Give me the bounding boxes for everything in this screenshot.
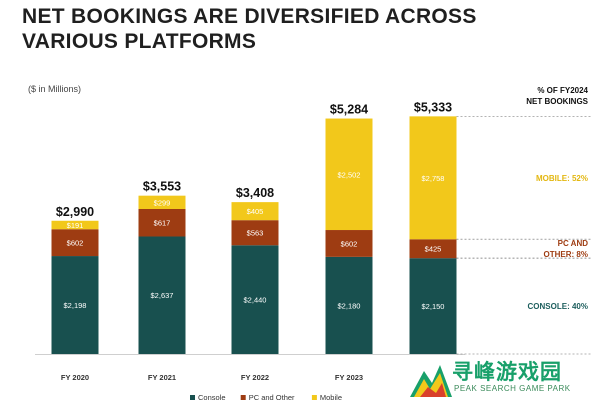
bar-pc-and-other — [138, 208, 186, 237]
bar-mobile — [325, 118, 373, 231]
data-label: $617 — [154, 219, 171, 228]
total-label: $5,284 — [330, 103, 368, 117]
annotation-label: MOBILE: 52% — [536, 174, 588, 183]
x-tick-label: FY 2021 — [148, 373, 176, 382]
data-label: $2,637 — [151, 291, 174, 300]
annotation-header: % OF FY2024 — [537, 86, 588, 95]
legend-label: PC and Other — [249, 393, 295, 402]
x-tick-label: FY 2023 — [335, 373, 363, 382]
bar-mobile — [138, 195, 186, 209]
bar-console — [409, 258, 457, 354]
data-label: $2,758 — [422, 174, 445, 183]
legend-swatch — [240, 395, 246, 400]
bar-pc-and-other — [231, 220, 279, 246]
total-label: $2,990 — [56, 205, 94, 219]
data-label: $602 — [67, 239, 84, 248]
legend-label: Console — [198, 393, 226, 402]
bar-pc-and-other — [51, 229, 99, 257]
bar-mobile — [51, 220, 99, 230]
bar-mobile — [409, 116, 457, 240]
total-label: $3,408 — [236, 186, 274, 200]
data-label: $425 — [425, 245, 442, 254]
mountain-logo-icon — [410, 365, 452, 397]
bar-pc-and-other — [325, 230, 373, 257]
data-label: $2,502 — [338, 170, 361, 179]
data-label: $2,198 — [64, 301, 87, 310]
data-label: $2,180 — [338, 301, 361, 310]
annotation-header: NET BOOKINGS — [526, 97, 588, 106]
annotation-label: CONSOLE: 40% — [528, 302, 588, 311]
annotation-label: OTHER: 8% — [544, 250, 588, 259]
x-tick-label: FY 2020 — [61, 373, 89, 382]
bar-console — [51, 256, 99, 354]
legend-label: Mobile — [320, 393, 342, 402]
data-label: $563 — [247, 229, 264, 238]
chart-title: NET BOOKINGS ARE DIVERSIFIED ACROSS VARI… — [22, 5, 477, 53]
data-label: $299 — [154, 198, 171, 207]
data-label: $602 — [341, 239, 358, 248]
bar-pc-and-other — [409, 239, 457, 259]
data-label: $2,150 — [422, 302, 445, 311]
total-label: $3,553 — [143, 180, 181, 194]
legend-swatch — [311, 395, 317, 400]
data-label: $191 — [67, 221, 84, 230]
watermark-subtitle: PEAK SEARCH GAME PARK — [454, 384, 571, 393]
bar-console — [231, 245, 279, 354]
units-label: ($ in Millions) — [28, 84, 82, 94]
bar-mobile — [231, 202, 279, 221]
total-label: $5,333 — [414, 100, 452, 114]
bar-console — [325, 256, 373, 354]
bar-console — [138, 236, 186, 354]
x-tick-label: FY 2022 — [241, 373, 269, 382]
data-label: $2,440 — [244, 296, 267, 305]
annotation-label: PC AND — [558, 239, 589, 248]
data-label: $405 — [247, 207, 264, 216]
legend-swatch — [190, 395, 195, 400]
watermark-title: 寻峰游戏园 — [452, 360, 562, 384]
watermark: 寻峰游戏园 PEAK SEARCH GAME PARK — [408, 355, 600, 403]
